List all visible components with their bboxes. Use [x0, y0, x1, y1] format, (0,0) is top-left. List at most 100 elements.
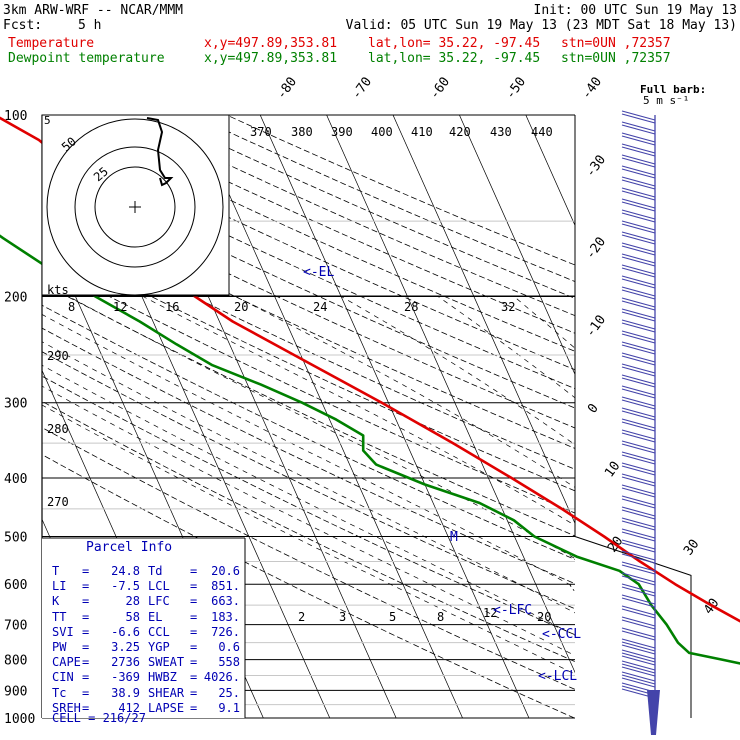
wind-barb — [621, 528, 656, 539]
wind-barb — [621, 110, 656, 121]
wind-barb — [621, 594, 656, 605]
wind-barb — [621, 407, 656, 418]
parcel-value: 851. — [211, 579, 240, 594]
wind-barb — [621, 608, 656, 619]
hodograph-speed-label: 16 — [165, 300, 179, 314]
parcel-eq: = — [82, 594, 90, 609]
wind-barb — [621, 297, 656, 308]
isotherm-label: -80 — [274, 75, 300, 103]
wind-barb — [621, 550, 656, 561]
dry-adiabat — [226, 115, 575, 266]
model-title: 3km ARW-WRF -- NCAR/MMM — [3, 3, 184, 18]
isotherm-line — [392, 115, 575, 525]
wind-barb — [621, 652, 656, 663]
wind-barb — [621, 344, 656, 355]
parcel-eq: = — [190, 594, 198, 609]
parcel-eq: = — [82, 609, 90, 624]
parcel-key: EL — [148, 609, 163, 624]
wind-barb — [621, 410, 656, 421]
wind-barb — [621, 421, 656, 432]
parcel-cell: CELL = 216/27 — [52, 711, 146, 725]
pressure-tick-label: 300 — [4, 397, 27, 412]
parcel-key: LAPSE — [148, 700, 185, 715]
wind-barb — [621, 146, 656, 157]
parcel-eq: = — [190, 564, 198, 578]
parcel-value: 58 — [125, 609, 140, 624]
isotherm-line — [459, 115, 575, 376]
moist-adiabat — [142, 296, 575, 526]
parcel-key: SVI — [52, 624, 74, 639]
isotherm-label: 0 — [585, 401, 602, 416]
mixing-ratio-label: 8 — [437, 610, 444, 624]
wind-barb — [621, 671, 656, 682]
wind-barb — [621, 418, 656, 429]
level-annotation: <-CCL — [542, 627, 581, 642]
pressure-tick-label: 100 — [4, 109, 27, 124]
isotherm-label: 30 — [681, 537, 702, 558]
wind-barb — [621, 377, 656, 388]
parcel-key: TT — [52, 609, 67, 624]
wind-barb — [621, 319, 656, 330]
temperature-station: stn=0UN ,72357 — [561, 36, 671, 51]
moist-adiabat — [341, 296, 575, 446]
wind-barb — [621, 385, 656, 396]
wind-barb — [621, 300, 656, 311]
wind-barb — [621, 663, 656, 674]
wind-barb — [621, 509, 656, 520]
wind-barb — [621, 451, 656, 462]
wind-barb — [621, 341, 656, 352]
pressure-tick-label: 400 — [4, 472, 27, 487]
dewpoint-latlon: lat,lon= 35.22, -97.45 — [368, 51, 541, 66]
wind-barb — [621, 333, 656, 344]
moist-adiabat — [42, 364, 575, 636]
wind-barb — [621, 322, 656, 333]
wind-barb — [621, 506, 656, 517]
parcel-value: 558 — [218, 655, 240, 670]
wind-barb — [621, 597, 656, 608]
parcel-key: T — [52, 564, 60, 578]
parcel-key: LI — [52, 579, 67, 594]
parcel-eq: = — [82, 640, 90, 654]
isotherm-label: 10 — [602, 459, 623, 480]
wind-barb — [621, 275, 656, 286]
wind-barb — [621, 363, 656, 374]
wind-barb — [621, 267, 656, 278]
forecast-value: 5 h — [78, 18, 102, 33]
parcel-key: LFC — [148, 594, 170, 609]
wind-barb — [621, 234, 656, 245]
temperature-latlon: lat,lon= 35.22, -97.45 — [368, 36, 541, 51]
hodograph-speed-label: 20 — [234, 300, 248, 314]
wind-barb — [621, 245, 656, 256]
wind-barb — [621, 440, 656, 451]
parcel-value: 9.1 — [218, 700, 240, 715]
mixing-ratio-label: 12 — [483, 606, 497, 620]
theta-label: 270 — [47, 495, 69, 509]
theta-label: 420 — [449, 125, 471, 139]
level-annotation: <-EL — [303, 265, 334, 280]
wind-barb — [621, 649, 656, 660]
isotherm-label: -60 — [427, 75, 453, 103]
wind-barb — [621, 674, 656, 685]
hodograph-ring — [74, 146, 196, 268]
theta-label: 370 — [250, 125, 272, 139]
isotherm-line — [326, 115, 575, 674]
parcel-key: SREH — [52, 700, 81, 715]
pressure-tick-label: 800 — [4, 654, 27, 669]
mixing-ratio-label: 5 — [389, 610, 396, 624]
isotherm-label: -30 — [583, 153, 609, 181]
parcel-value: 2736 — [111, 655, 140, 670]
wind-barb — [621, 539, 656, 550]
wind-barb — [621, 627, 656, 638]
parcel-eq: = — [82, 685, 90, 700]
wind-barb — [621, 187, 656, 198]
wind-barb — [621, 157, 656, 168]
wind-barb — [621, 575, 656, 586]
wind-scale-unit: 5 m s⁻¹ — [643, 94, 689, 107]
isotherm-line — [725, 115, 740, 718]
wind-barb — [621, 630, 656, 641]
parcel-eq: = — [190, 609, 198, 624]
hodograph-ring — [46, 118, 224, 296]
wind-barb — [621, 564, 656, 575]
parcel-value: -7.5 — [111, 579, 140, 594]
